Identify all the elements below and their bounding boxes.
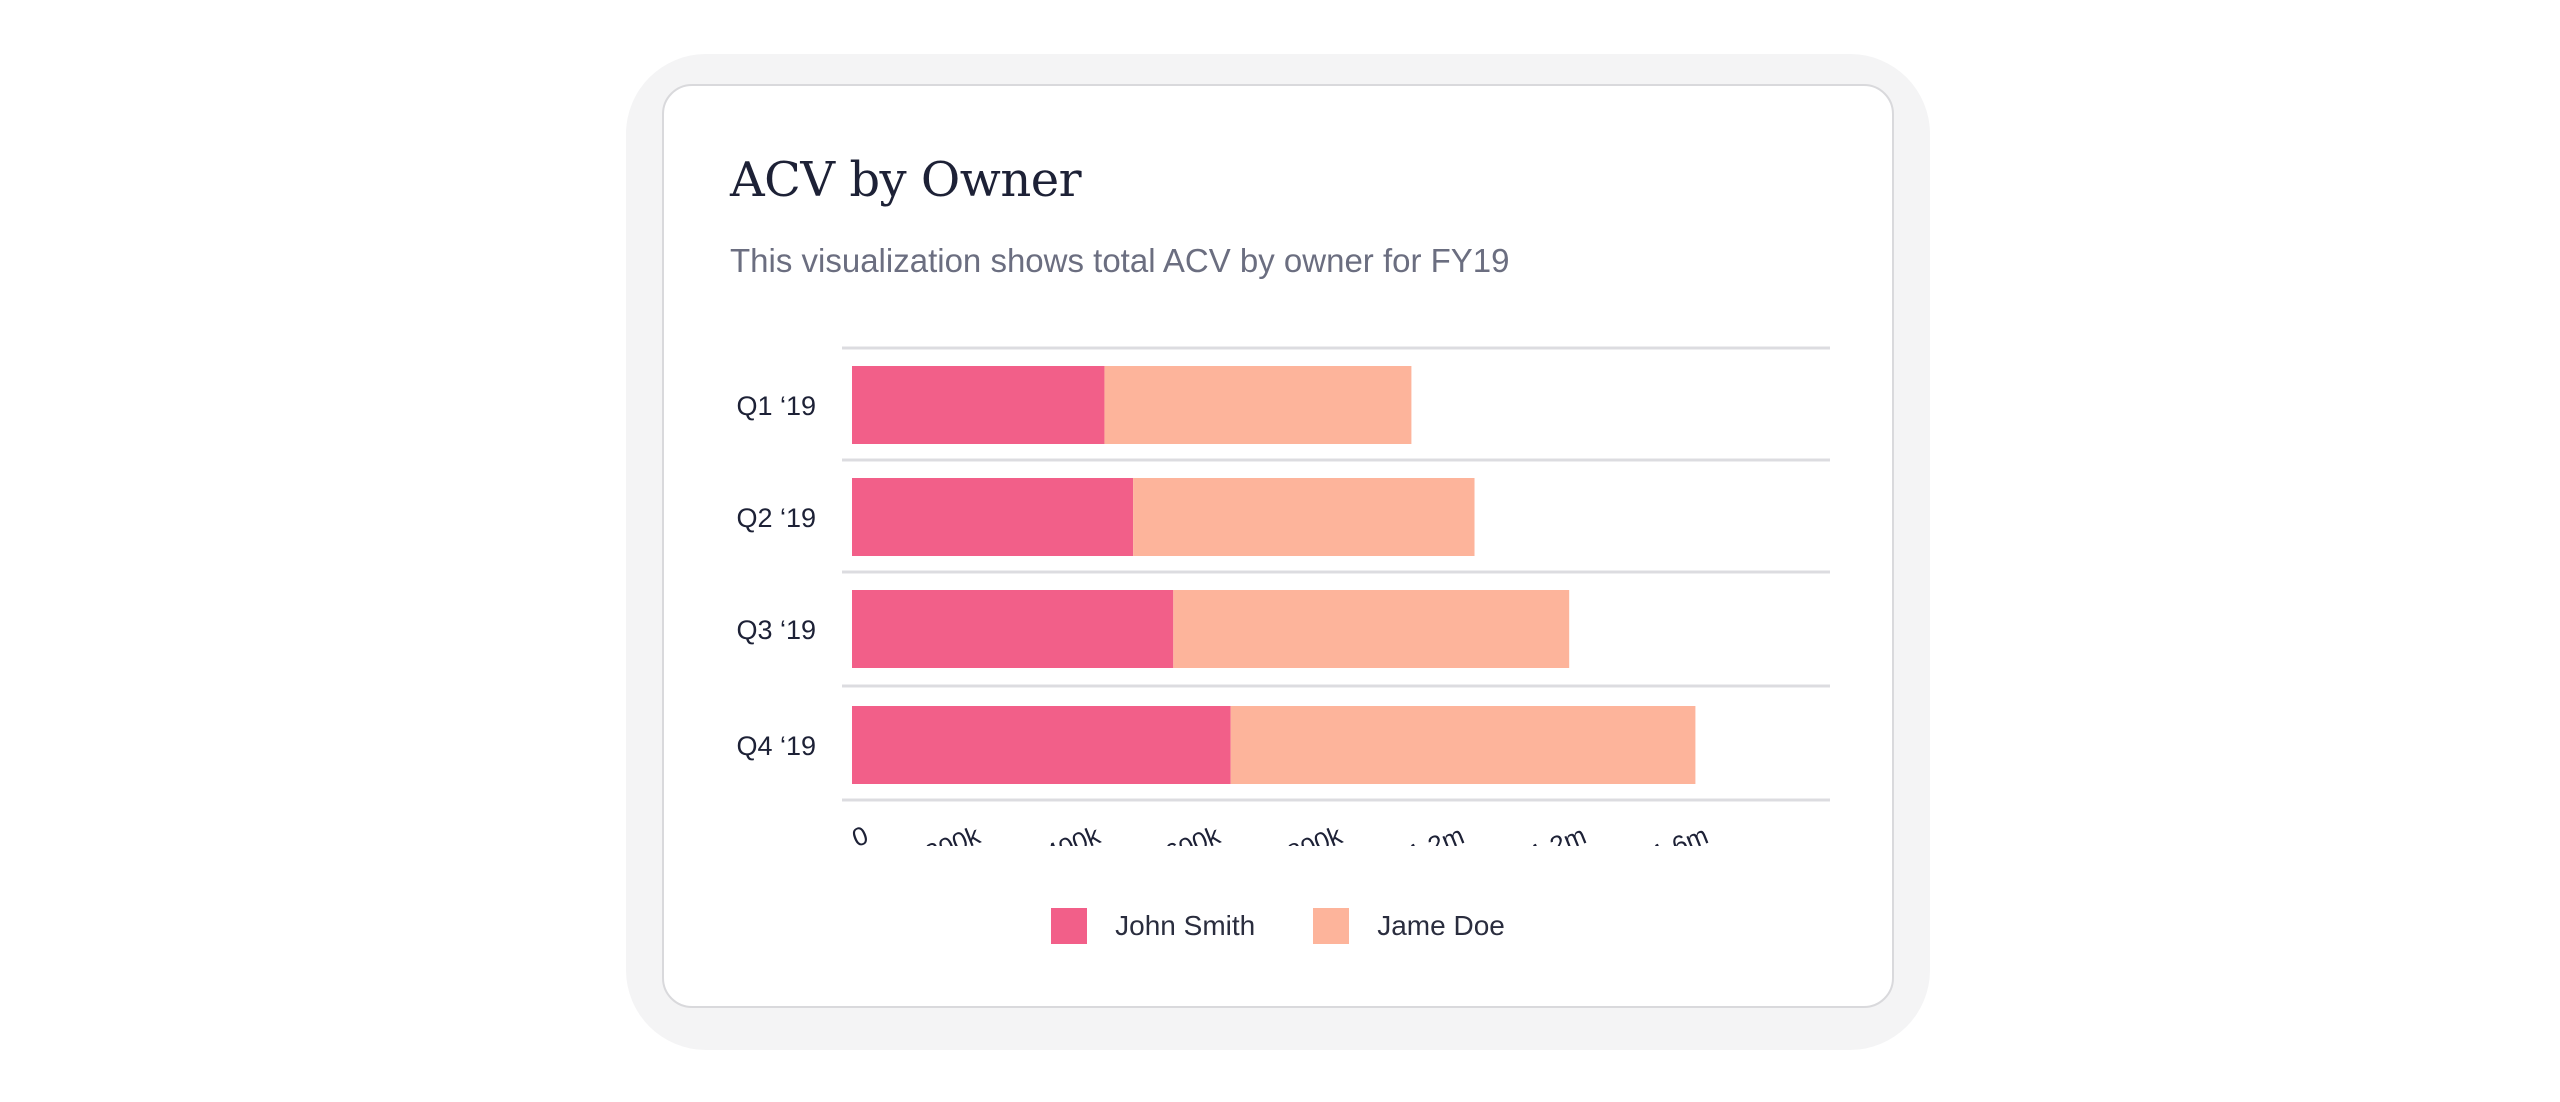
category-label: Q1 ‘19 xyxy=(736,391,816,421)
x-tick-label: 400k xyxy=(1041,819,1105,846)
x-tick-label: 200k xyxy=(921,819,985,846)
bar-john-smith xyxy=(852,590,1174,668)
bar-jame-doe xyxy=(1133,478,1475,556)
legend-swatch xyxy=(1313,908,1350,944)
category-label: Q4 ‘19 xyxy=(736,731,816,761)
bar-chart: Q1 ‘19 Q2 ‘19 Q3 ‘19 Q4 ‘19 0 200k 400k 600k 800… xyxy=(736,346,1830,846)
x-tick-label: 800k xyxy=(1283,819,1347,846)
legend-item: John Smith xyxy=(1051,908,1255,944)
bar-john-smith xyxy=(852,706,1231,784)
x-tick-label: 1.2m xyxy=(1525,820,1590,846)
chart-subtitle: This visualization shows total ACV by ow… xyxy=(730,242,1510,279)
chart-title: ACV by Owner xyxy=(730,152,1082,208)
legend-label: John Smith xyxy=(1115,910,1256,941)
category-label: Q3 ‘19 xyxy=(736,615,816,645)
chart-card: ACV by Owner This visualization shows to… xyxy=(662,84,1894,1008)
x-tick-label: 1.6m xyxy=(1647,820,1712,846)
bar-jame-doe xyxy=(1230,706,1696,784)
x-tick-label: 0 xyxy=(848,820,873,846)
x-tick-label: 1.2m xyxy=(1403,820,1468,846)
bar-jame-doe xyxy=(1104,366,1412,444)
chart-legend: John Smith Jame Doe xyxy=(664,908,1892,944)
legend-swatch xyxy=(1051,908,1088,944)
category-label: Q2 ‘19 xyxy=(736,503,816,533)
bar-john-smith xyxy=(852,366,1105,444)
bar-john-smith xyxy=(852,478,1134,556)
legend-label: Jame Doe xyxy=(1377,910,1505,941)
x-tick-label: 600k xyxy=(1161,819,1225,846)
bar-jame-doe xyxy=(1173,590,1570,668)
legend-item: Jame Doe xyxy=(1313,908,1505,944)
